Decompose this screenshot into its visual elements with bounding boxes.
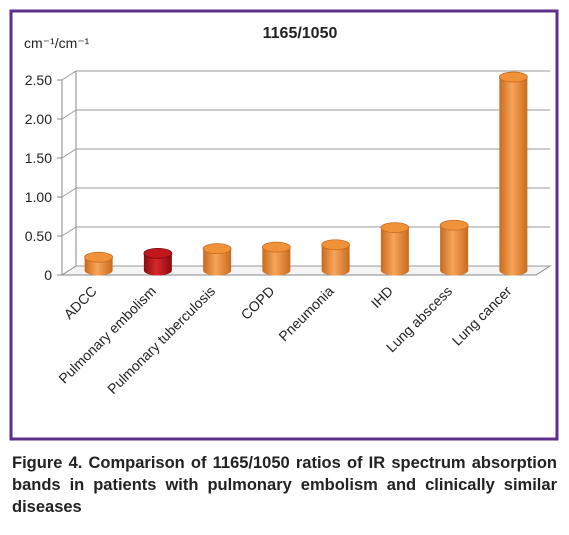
x-tick-label: Pulmonary tuberculosis — [104, 283, 218, 397]
grid-side — [61, 265, 77, 276]
x-tick-label: Pulmonary embolism — [55, 283, 159, 387]
grid-side — [61, 109, 77, 120]
grid-side — [61, 70, 77, 81]
x-tick-label: Pneumonia — [275, 283, 337, 345]
bar-top — [84, 251, 114, 263]
frame — [9, 9, 559, 441]
y-tick-label: 1.00 — [25, 189, 52, 205]
grid-side — [61, 148, 77, 159]
floor — [60, 265, 552, 276]
bar — [262, 247, 291, 276]
bar-top — [261, 241, 291, 253]
chart: 1165/1050 cm⁻¹/cm⁻¹ 0 0.50 1.00 1.50 2.00 2.5… — [9, 9, 559, 441]
bar — [143, 253, 172, 276]
x-tick-label: COPD — [238, 283, 278, 323]
chart-title: 1165/1050 — [263, 25, 338, 42]
x-tick-label: ADCC — [60, 283, 99, 322]
y-tick-label: 0.50 — [25, 228, 52, 244]
x-tick-label: Lung cancer — [449, 283, 515, 349]
bar — [321, 244, 350, 276]
grid-side — [61, 226, 77, 237]
grid-side — [61, 187, 77, 198]
bar — [440, 225, 469, 276]
bar-top — [321, 239, 351, 251]
bar-top — [439, 219, 469, 231]
caption: Figure 4. Comparison of 1165/1050 ratios… — [12, 454, 557, 516]
y-tick-label: 2.50 — [25, 72, 52, 88]
y-tick-label: 2.00 — [25, 111, 52, 127]
y-tick-label: 0 — [44, 267, 52, 283]
bar-top — [202, 243, 232, 255]
y-tick-label: 1.50 — [25, 150, 52, 166]
bar-top — [380, 222, 410, 234]
back-wall — [75, 71, 550, 267]
y-axis-label: cm⁻¹/cm⁻¹ — [24, 35, 90, 51]
bar — [499, 77, 528, 276]
bar-top — [498, 71, 528, 83]
bar-top — [143, 247, 173, 259]
bar — [380, 227, 409, 276]
x-tick-label: IHD — [368, 283, 396, 311]
bar — [203, 248, 232, 276]
